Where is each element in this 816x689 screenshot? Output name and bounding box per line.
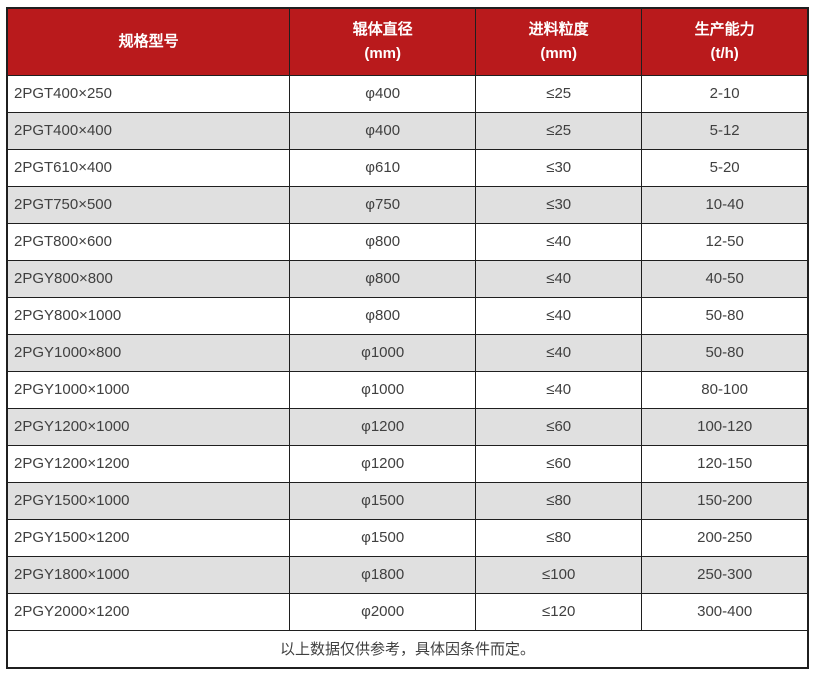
cell-model: 2PGY1200×1000	[6, 407, 291, 446]
col-header-capacity: 生产能力 (t/h)	[641, 7, 809, 76]
cell-diameter: φ1500	[289, 481, 477, 520]
cell-model: 2PGY800×1000	[6, 296, 291, 335]
table-body: 2PGT400×250 φ400 ≤25 2-10 2PGT400×400 φ400 ≤25…	[6, 74, 809, 631]
footnote-row: 以上数据仅供参考，具体因条件而定。	[6, 629, 809, 669]
table-row: 2PGY1000×1000 φ1000 ≤40 80-100	[6, 370, 809, 409]
cell-feed-size: ≤40	[475, 370, 643, 409]
cell-capacity: 250-300	[641, 555, 809, 594]
col-header-capacity-label: 生产能力	[694, 20, 755, 38]
cell-diameter: φ1000	[289, 370, 477, 409]
cell-feed-size: ≤25	[475, 111, 643, 150]
footnote-text: 以上数据仅供参考，具体因条件而定。	[6, 629, 809, 669]
cell-capacity: 300-400	[641, 592, 809, 631]
table-row: 2PGY1200×1200 φ1200 ≤60 120-150	[6, 444, 809, 483]
cell-feed-size: ≤120	[475, 592, 643, 631]
cell-diameter: φ1200	[289, 407, 477, 446]
cell-feed-size: ≤40	[475, 222, 643, 261]
cell-capacity: 50-80	[641, 296, 809, 335]
col-header-diameter: 辊体直径 (mm)	[289, 7, 477, 76]
cell-model: 2PGY800×800	[6, 259, 291, 298]
cell-feed-size: ≤60	[475, 444, 643, 483]
cell-model: 2PGT400×250	[6, 74, 291, 113]
table-row: 2PGT800×600 φ800 ≤40 12-50	[6, 222, 809, 261]
cell-capacity: 10-40	[641, 185, 809, 224]
table-row: 2PGY800×1000 φ800 ≤40 50-80	[6, 296, 809, 335]
cell-diameter: φ750	[289, 185, 477, 224]
cell-model: 2PGT610×400	[6, 148, 291, 187]
cell-feed-size: ≤40	[475, 296, 643, 335]
table-row: 2PGT400×400 φ400 ≤25 5-12	[6, 111, 809, 150]
table-row: 2PGY1500×1200 φ1500 ≤80 200-250	[6, 518, 809, 557]
table-row: 2PGY1500×1000 φ1500 ≤80 150-200	[6, 481, 809, 520]
cell-capacity: 150-200	[641, 481, 809, 520]
table-footer: 以上数据仅供参考，具体因条件而定。	[6, 629, 809, 669]
cell-model: 2PGY1500×1200	[6, 518, 291, 557]
cell-diameter: φ1200	[289, 444, 477, 483]
cell-model: 2PGT800×600	[6, 222, 291, 261]
cell-model: 2PGT750×500	[6, 185, 291, 224]
cell-diameter: φ800	[289, 222, 477, 261]
cell-model: 2PGY1000×1000	[6, 370, 291, 409]
spec-table: 规格型号 辊体直径 (mm) 进料粒度 (mm) 生产能力 (t/h) 2PGT…	[6, 7, 809, 669]
cell-feed-size: ≤60	[475, 407, 643, 446]
cell-diameter: φ2000	[289, 592, 477, 631]
col-header-feed-size-unit: (mm)	[540, 44, 578, 62]
table-row: 2PGY1800×1000 φ1800 ≤100 250-300	[6, 555, 809, 594]
cell-capacity: 200-250	[641, 518, 809, 557]
table-row: 2PGY1000×800 φ1000 ≤40 50-80	[6, 333, 809, 372]
col-header-capacity-unit: (t/h)	[710, 44, 739, 62]
cell-model: 2PGY1200×1200	[6, 444, 291, 483]
col-header-model-label: 规格型号	[118, 32, 179, 50]
cell-diameter: φ1000	[289, 333, 477, 372]
cell-capacity: 12-50	[641, 222, 809, 261]
cell-capacity: 100-120	[641, 407, 809, 446]
table-row: 2PGY2000×1200 φ2000 ≤120 300-400	[6, 592, 809, 631]
col-header-feed-size-label: 进料粒度	[528, 20, 589, 38]
cell-feed-size: ≤25	[475, 74, 643, 113]
table-row: 2PGT750×500 φ750 ≤30 10-40	[6, 185, 809, 224]
cell-diameter: φ1800	[289, 555, 477, 594]
cell-capacity: 120-150	[641, 444, 809, 483]
cell-feed-size: ≤40	[475, 259, 643, 298]
col-header-diameter-unit: (mm)	[364, 44, 401, 62]
cell-diameter: φ800	[289, 296, 477, 335]
cell-model: 2PGY2000×1200	[6, 592, 291, 631]
table-row: 2PGY1200×1000 φ1200 ≤60 100-120	[6, 407, 809, 446]
cell-diameter: φ400	[289, 74, 477, 113]
cell-capacity: 2-10	[641, 74, 809, 113]
cell-model: 2PGY1500×1000	[6, 481, 291, 520]
cell-diameter: φ400	[289, 111, 477, 150]
cell-feed-size: ≤80	[475, 481, 643, 520]
cell-feed-size: ≤30	[475, 185, 643, 224]
cell-capacity: 40-50	[641, 259, 809, 298]
table-row: 2PGT610×400 φ610 ≤30 5-20	[6, 148, 809, 187]
cell-capacity: 50-80	[641, 333, 809, 372]
cell-model: 2PGY1000×800	[6, 333, 291, 372]
cell-feed-size: ≤100	[475, 555, 643, 594]
cell-feed-size: ≤40	[475, 333, 643, 372]
cell-capacity: 80-100	[641, 370, 809, 409]
cell-capacity: 5-12	[641, 111, 809, 150]
col-header-diameter-label: 辊体直径	[352, 20, 413, 38]
header-row: 规格型号 辊体直径 (mm) 进料粒度 (mm) 生产能力 (t/h)	[6, 7, 809, 76]
cell-feed-size: ≤30	[475, 148, 643, 187]
table-header: 规格型号 辊体直径 (mm) 进料粒度 (mm) 生产能力 (t/h)	[6, 7, 809, 76]
cell-model: 2PGY1800×1000	[6, 555, 291, 594]
cell-diameter: φ1500	[289, 518, 477, 557]
cell-feed-size: ≤80	[475, 518, 643, 557]
table-row: 2PGY800×800 φ800 ≤40 40-50	[6, 259, 809, 298]
cell-diameter: φ800	[289, 259, 477, 298]
cell-model: 2PGT400×400	[6, 111, 291, 150]
table-row: 2PGT400×250 φ400 ≤25 2-10	[6, 74, 809, 113]
col-header-model: 规格型号	[6, 7, 291, 76]
cell-diameter: φ610	[289, 148, 477, 187]
cell-capacity: 5-20	[641, 148, 809, 187]
col-header-feed-size: 进料粒度 (mm)	[475, 7, 643, 76]
